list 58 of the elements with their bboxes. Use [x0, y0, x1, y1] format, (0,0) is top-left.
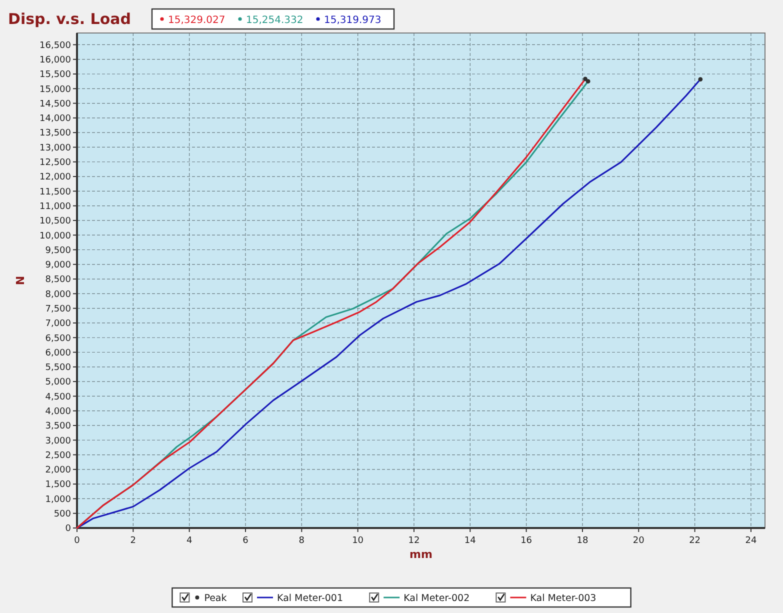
y-tick-label: 15,000: [40, 84, 72, 95]
text: 15,329.027: [168, 15, 226, 26]
y-tick-label: 7,500: [45, 304, 72, 314]
text: 15,319.973: [324, 15, 382, 26]
chart-title: Disp. v.s. Load: [8, 10, 132, 28]
x-tick-label: 6: [242, 536, 249, 546]
y-tick-label: 1,000: [45, 494, 72, 505]
y-tick-label: 12,500: [40, 158, 72, 168]
y-tick-label: 7,000: [45, 319, 72, 330]
legend-label: Kal Meter-002: [404, 593, 470, 604]
x-tick-label: 0: [74, 536, 80, 546]
y-tick-label: 10,500: [40, 216, 72, 227]
y-tick-label: 11,500: [40, 187, 72, 198]
x-tick-label: 8: [298, 536, 305, 546]
y-tick-label: 8,000: [45, 290, 72, 300]
y-tick-label: 16,500: [40, 40, 72, 51]
y-tick-label: 6,500: [45, 334, 72, 344]
y-tick-label: 14,000: [40, 114, 72, 124]
x-tick-label: 4: [186, 536, 192, 546]
y-tick-label: 5,000: [45, 378, 72, 388]
y-tick-label: 12,000: [40, 172, 72, 183]
y-tick-label: 16,000: [40, 56, 72, 66]
x-tick-label: 10: [352, 536, 364, 546]
x-tick-label: 20: [632, 536, 645, 546]
y-tick-label: 13,500: [40, 128, 72, 139]
x-tick-label: 18: [576, 536, 588, 546]
legend-label: Kal Meter-003: [530, 593, 596, 604]
y-tick-label: 13,000: [40, 143, 72, 154]
y-tick-label: 4,000: [45, 406, 72, 417]
y-tick-label: 14,500: [40, 99, 72, 110]
y-tick-label: 3,500: [45, 422, 72, 432]
y-tick-label: 2,500: [45, 450, 72, 461]
y-tick-label: 5,500: [45, 363, 72, 374]
y-tick-label: 9,000: [45, 260, 72, 271]
x-tick-label: 22: [689, 536, 701, 546]
y-tick-label: 11,000: [40, 202, 72, 212]
y-tick-label: 9,500: [45, 246, 72, 256]
x-axis-title: mm: [410, 548, 432, 561]
y-tick-label: 3,000: [45, 436, 72, 446]
x-tick-label: 24: [745, 536, 757, 546]
legend-label: Kal Meter-001: [277, 593, 344, 604]
text: 15,254.332: [246, 15, 304, 26]
y-tick-label: 4,500: [45, 392, 72, 402]
y-tick-label: 1,500: [45, 480, 72, 490]
x-tick-label: 14: [464, 536, 476, 546]
x-tick-label: 16: [520, 536, 532, 546]
y-tick-label: 10,000: [40, 231, 72, 242]
y-tick-label: 8,500: [45, 275, 72, 286]
y-tick-label: 500: [54, 510, 72, 520]
line-series: [76, 78, 702, 529]
y-axis-title: N: [14, 276, 27, 286]
y-tick-label: 0: [65, 524, 72, 534]
y-tick-label: 15,500: [40, 70, 72, 80]
legend-label: Peak: [204, 593, 228, 604]
y-tick-label: 2,000: [45, 466, 72, 476]
y-tick-label: 6,000: [45, 348, 72, 358]
x-tick-label: 12: [408, 536, 420, 546]
x-tick-label: 2: [130, 536, 136, 546]
